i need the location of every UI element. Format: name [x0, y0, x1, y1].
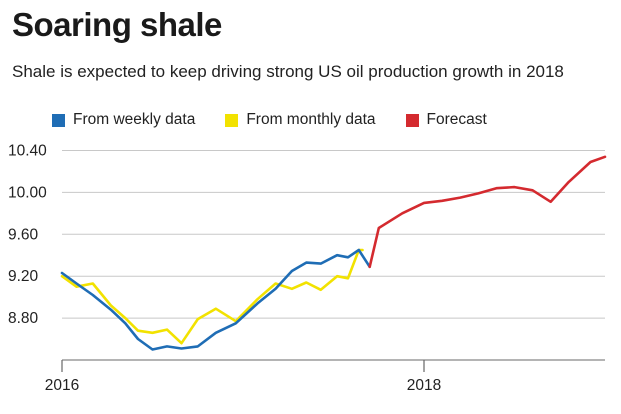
legend-swatch-weekly [52, 113, 65, 127]
y-tick-label: 8.80 [8, 310, 39, 327]
y-tick-label: 10.40 [8, 142, 47, 159]
axis-ticks [61, 360, 425, 372]
legend-label-forecast: Forecast [426, 111, 487, 128]
series-line-forecast [368, 155, 607, 269]
series-line-from-weekly-data [60, 248, 372, 351]
y-tick-label: 9.60 [8, 226, 39, 243]
legend-item-forecast: Forecast [405, 111, 487, 129]
legend-label-weekly: From weekly data [73, 111, 196, 128]
legend-swatch-forecast [405, 113, 419, 127]
chart-title: Soaring shale [12, 6, 222, 43]
legend: From weekly data From monthly data Forec… [52, 110, 517, 130]
series-line-from-monthly-data [60, 248, 364, 345]
grid-lines [62, 149, 605, 361]
legend-label-monthly: From monthly data [246, 111, 376, 128]
legend-item-weekly: From weekly data [52, 111, 195, 129]
legend-item-monthly: From monthly data [225, 111, 376, 129]
series-lines [60, 155, 607, 351]
y-tick-label: 10.00 [8, 184, 47, 201]
tick-labels: 8.80 9.20 9.60 10.00 10.40 2016 2018 [8, 142, 441, 394]
chart-subtitle: Shale is expected to keep driving strong… [12, 62, 564, 81]
legend-swatch-monthly [225, 113, 239, 127]
x-tick-label: 2018 [407, 377, 441, 394]
x-tick-label: 2016 [45, 377, 79, 394]
y-tick-label: 9.20 [8, 268, 39, 285]
